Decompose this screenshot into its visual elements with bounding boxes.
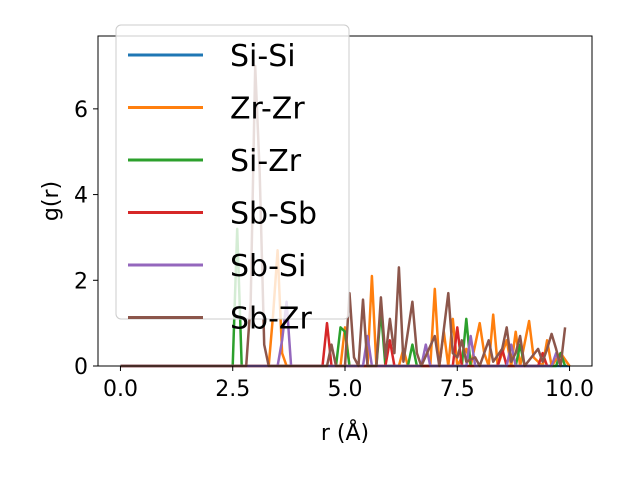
y-tick-label: 2 bbox=[74, 269, 88, 294]
y-tick-label: 0 bbox=[74, 355, 88, 380]
y-tick-label: 6 bbox=[74, 98, 88, 123]
x-tick-label: 7.5 bbox=[440, 377, 475, 402]
legend-frame bbox=[115, 24, 350, 320]
x-tick-label: 5.0 bbox=[328, 377, 363, 402]
legend-label-sb-sb: Sb-Sb bbox=[230, 197, 317, 232]
legend-items: Si-Si Zr-Zr Si-Zr Sb-Sb Sb-Si Sb-Zr bbox=[128, 39, 317, 337]
x-tick-label: 10.0 bbox=[545, 377, 594, 402]
legend-label-si-zr: Si-Zr bbox=[230, 144, 302, 179]
tick-layer: 0.0 2.5 5.0 7.5 10.0 0 2 4 6 bbox=[74, 98, 594, 402]
legend-label-zr-zr: Zr-Zr bbox=[230, 92, 305, 127]
legend-label-sb-si: Sb-Si bbox=[230, 249, 306, 284]
series-line-sb-zr bbox=[120, 64, 567, 368]
series-line-zr-zr bbox=[120, 249, 571, 368]
legend-label-si-si: Si-Si bbox=[230, 39, 296, 74]
y-tick-label: 4 bbox=[74, 184, 88, 209]
legend-label-sb-zr: Sb-Zr bbox=[230, 302, 312, 337]
x-tick-label: 0.0 bbox=[103, 377, 138, 402]
legend: Si-Si Zr-Zr Si-Zr Sb-Sb Sb-Si Sb-Zr bbox=[115, 24, 350, 337]
x-axis-label: r (Å) bbox=[321, 419, 369, 446]
y-axis-label: g(r) bbox=[39, 181, 64, 221]
x-tick-label: 2.5 bbox=[215, 377, 250, 402]
